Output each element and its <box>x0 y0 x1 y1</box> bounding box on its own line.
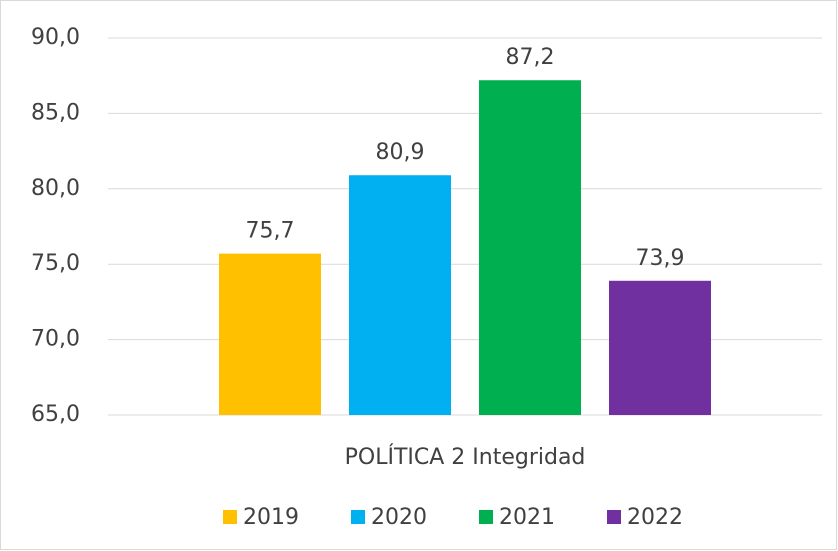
y-tick-label: 90,0 <box>31 25 80 50</box>
x-tick-label: POLÍTICA 2 Integridad <box>345 444 586 470</box>
legend-label: 2019 <box>243 505 299 530</box>
bar <box>609 280 711 415</box>
y-tick-label: 70,0 <box>31 327 80 352</box>
legend-swatch <box>223 510 237 524</box>
bar <box>349 175 451 415</box>
legend-swatch <box>607 510 621 524</box>
data-label: 87,2 <box>506 45 555 70</box>
legend-swatch <box>351 510 365 524</box>
y-tick-label: 80,0 <box>31 176 80 201</box>
y-tick-label: 85,0 <box>31 100 80 125</box>
bar <box>479 80 581 415</box>
y-tick-label: 65,0 <box>31 402 80 427</box>
data-label: 80,9 <box>376 140 425 165</box>
legend-label: 2020 <box>371 505 427 530</box>
data-label: 73,9 <box>636 246 685 271</box>
y-tick-label: 75,0 <box>31 251 80 276</box>
legend-swatch <box>479 510 493 524</box>
legend-label: 2021 <box>499 505 555 530</box>
bar <box>219 253 321 415</box>
data-label: 75,7 <box>246 219 295 244</box>
legend-label: 2022 <box>627 505 683 530</box>
